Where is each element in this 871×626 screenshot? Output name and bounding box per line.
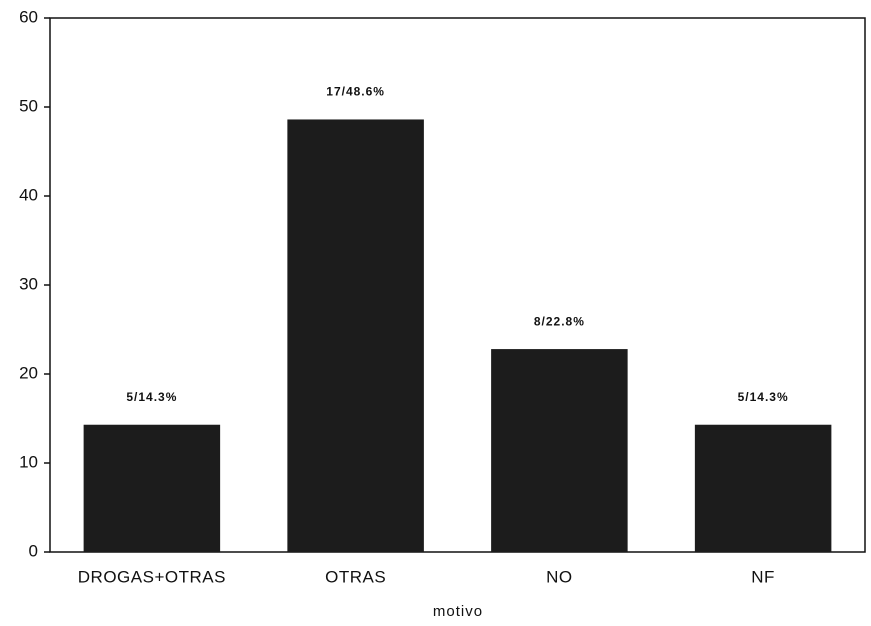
y-tick-label: 40 [19,185,38,204]
x-tick-label: NO [546,567,573,586]
y-tick-label: 30 [19,274,38,293]
y-tick-label: 10 [19,452,38,471]
x-tick-label: OTRAS [325,567,386,586]
bar [287,119,424,553]
bar [491,349,628,552]
y-tick-label: 20 [19,363,38,382]
x-tick-label: NF [751,567,775,586]
y-tick-label: 60 [19,7,38,26]
value-label: 5/14.3% [126,390,177,404]
value-label: 17/48.6% [326,85,385,99]
value-label: 8/22.8% [534,314,585,328]
y-tick-label: 50 [19,96,38,115]
x-tick-label: DROGAS+OTRAS [78,567,226,586]
value-label: 5/14.3% [738,390,789,404]
x-axis-label: motivo [433,603,483,620]
y-tick-label: 0 [29,541,38,560]
bar [694,424,832,552]
bar [83,424,221,552]
